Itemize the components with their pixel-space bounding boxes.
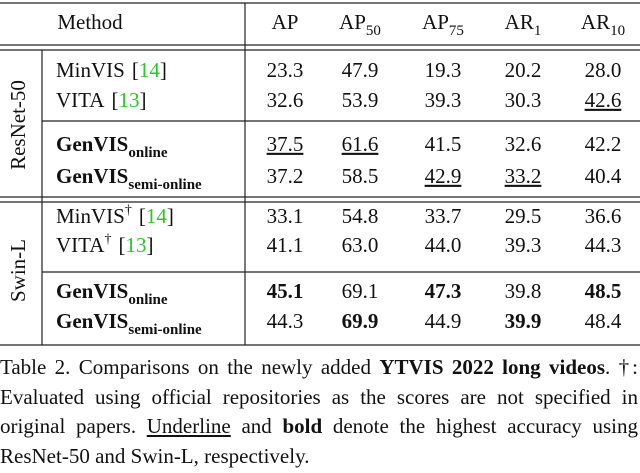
citation: [14] (132, 58, 167, 82)
value-cell: 39.3 (505, 233, 542, 257)
citation: [13] (118, 233, 153, 257)
method-name: GenVISsemi-online (56, 309, 202, 339)
value-cell: 58.5 (342, 164, 379, 188)
value-cell: 42.2 (585, 132, 622, 156)
value-cell: 32.6 (505, 132, 542, 156)
method-subscript: online (128, 145, 168, 161)
value-cell: 39.3 (425, 88, 462, 112)
value-cell: 44.3 (585, 233, 622, 257)
value-cell: 39.8 (505, 279, 542, 303)
caption-text: Underline (146, 414, 231, 438)
value-cell: 53.9 (342, 88, 379, 112)
value-cell: 20.2 (505, 58, 542, 82)
method: GenVIS (56, 164, 128, 188)
value-cell: 48.4 (585, 309, 622, 333)
dagger: † (104, 232, 111, 247)
header-metric: AP (272, 10, 299, 34)
method-name: MinVIS [14] (56, 58, 167, 82)
value-cell: 44.3 (267, 309, 304, 333)
value-cell: 23.3 (267, 58, 304, 82)
value-cell: 30.3 (505, 88, 542, 112)
method: MinVIS (56, 204, 125, 228)
value-cell: 61.6 (342, 132, 379, 156)
method: GenVIS (56, 309, 128, 333)
method-name: VITA [13] (56, 88, 146, 112)
metric-name: AP (272, 10, 299, 34)
metric-name: AR (581, 10, 610, 34)
metric-subscript: 1 (534, 23, 542, 39)
metric-name: AR (505, 10, 534, 34)
method-subscript: semi-online (128, 177, 202, 193)
method-name: GenVISonline (56, 132, 168, 162)
value-cell: 48.5 (585, 279, 622, 303)
caption-text: Table 2. Comparisons on the newly added (0, 355, 380, 379)
value-cell: 37.5 (267, 132, 304, 156)
value-cell: 37.2 (267, 164, 304, 188)
value-cell: 19.3 (425, 58, 462, 82)
value-cell: 47.9 (342, 58, 379, 82)
dagger: † (125, 203, 132, 218)
value-cell: 32.6 (267, 88, 304, 112)
caption-text: . †: Evaluated using official repositori… (0, 355, 638, 438)
header-metric: AP50 (339, 10, 381, 40)
method-name: MinVIS† [14] (56, 203, 174, 228)
header-metric: AP75 (422, 10, 464, 40)
method-subscript: semi-online (128, 322, 202, 338)
value-cell: 45.1 (267, 279, 304, 303)
value-cell: 44.9 (425, 309, 462, 333)
value-cell: 44.0 (425, 233, 462, 257)
metric-subscript: 75 (449, 23, 464, 39)
results-table: Method AP AP50 AP75 AR1 AR10ResNet-50MinVIS[… (0, 2, 640, 346)
value-cell: 42.6 (585, 88, 622, 112)
value-cell: 42.9 (425, 164, 462, 188)
value-cell: 41.5 (425, 132, 462, 156)
metric-subscript: 10 (610, 23, 625, 39)
value-cell: 33.2 (505, 164, 542, 188)
caption-text: bold (282, 414, 323, 438)
value-cell: 39.9 (505, 309, 542, 333)
method: VITA (56, 233, 105, 257)
caption: Table 2. Comparisons on the newly added … (0, 353, 638, 471)
value-cell: 69.1 (342, 279, 379, 303)
caption-text: and (230, 414, 283, 438)
caption-text: denote the highest accuracy using ResNet… (0, 414, 638, 468)
method: VITA (56, 88, 105, 112)
value-cell: 29.5 (505, 204, 542, 228)
value-cell: 63.0 (342, 233, 379, 257)
method: GenVIS (56, 132, 128, 156)
method-subscript: online (128, 292, 168, 308)
citation: [13] (111, 88, 146, 112)
method: GenVIS (56, 279, 128, 303)
citation: [14] (139, 204, 174, 228)
value-cell: 41.1 (267, 233, 304, 257)
value-cell: 33.7 (425, 204, 462, 228)
method-name: GenVISonline (56, 279, 168, 309)
header-metric: AR1 (505, 10, 542, 40)
method: MinVIS (56, 58, 125, 82)
group-label: Swin-L (6, 239, 30, 302)
value-cell: 47.3 (425, 279, 462, 303)
value-cell: 28.0 (585, 58, 622, 82)
metric-subscript: 50 (366, 23, 381, 39)
value-cell: 36.6 (585, 204, 622, 228)
header-method: Method (57, 10, 123, 34)
group-label: ResNet-50 (6, 80, 30, 170)
metric-name: AP (422, 10, 449, 34)
value-cell: 33.1 (267, 204, 304, 228)
value-cell: 69.9 (342, 309, 379, 333)
metric-name: AP (339, 10, 366, 34)
value-cell: 40.4 (585, 164, 622, 188)
method-name: VITA† [13] (56, 232, 153, 257)
method-name: GenVISsemi-online (56, 164, 202, 194)
caption-text: YTVIS 2022 long videos (379, 355, 605, 379)
value-cell: 54.8 (342, 204, 379, 228)
header-metric: AR10 (581, 10, 625, 40)
